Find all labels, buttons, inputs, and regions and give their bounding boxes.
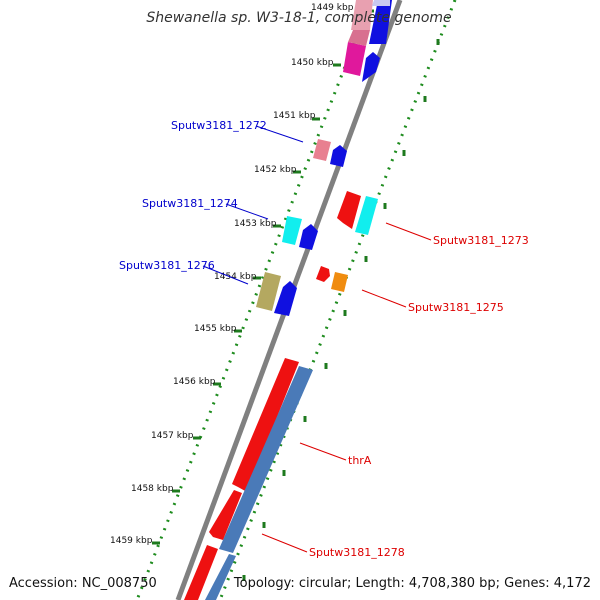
gene-steelblue-bottom bbox=[205, 554, 236, 600]
gene-label-sputw3181-1272: Sputw3181_1272 bbox=[171, 119, 267, 132]
gene-label-thra: thrA bbox=[348, 454, 372, 467]
gene-cyan-1273 bbox=[355, 196, 378, 235]
gene-red-bottom bbox=[184, 545, 218, 600]
tick-label-1457: 1457 kbp bbox=[151, 431, 194, 441]
accession-text: Accession: NC_008750 bbox=[9, 576, 157, 591]
gene-blue-1276 bbox=[274, 281, 297, 316]
tick-label-1458: 1458 kbp bbox=[131, 484, 174, 494]
tick-marks-right bbox=[242, 39, 440, 581]
map-title: Shewanella sp. W3-18-1, complete genome bbox=[146, 10, 451, 26]
gene-top-magenta bbox=[343, 42, 366, 76]
gene-top-lavender bbox=[372, 0, 390, 6]
tick-label-1454: 1454 kbp bbox=[214, 272, 257, 282]
tick-track-left bbox=[135, 0, 373, 600]
tick-label-1455: 1455 kbp bbox=[194, 324, 237, 334]
gene-steelblue-thrA bbox=[219, 366, 313, 553]
tick-label-1449: 1449 kbp bbox=[311, 3, 354, 13]
leader-lines-reverse bbox=[261, 222, 432, 553]
summary-text: Topology: circular; Length: 4,708,380 bp… bbox=[233, 576, 591, 591]
tick-label-1452: 1452 kbp bbox=[254, 165, 297, 175]
tick-label-1453: 1453 kbp bbox=[234, 219, 277, 229]
gene-red-1273 bbox=[337, 191, 361, 229]
tick-label-1450: 1450 kbp bbox=[291, 58, 334, 68]
gene-olive-1276 bbox=[256, 272, 281, 311]
gene-label-sputw3181-1276: Sputw3181_1276 bbox=[119, 259, 215, 272]
gene-blue-1274 bbox=[299, 224, 318, 250]
tick-label-1451: 1451 kbp bbox=[273, 111, 316, 121]
gene-orange-1275 bbox=[331, 272, 348, 292]
leader-lines-forward bbox=[202, 125, 304, 285]
gene-cyan-1274 bbox=[282, 216, 302, 245]
gene-label-sputw3181-1273: Sputw3181_1273 bbox=[433, 234, 529, 247]
gene-red-1275 bbox=[316, 266, 330, 282]
gene-top-blue-1 bbox=[369, 0, 392, 44]
gene-top-blue-2 bbox=[362, 52, 380, 82]
gene-blue-1272 bbox=[330, 145, 347, 167]
tick-label-1456: 1456 kbp bbox=[173, 377, 216, 387]
tick-label-1459: 1459 kbp bbox=[110, 536, 153, 546]
gene-label-sputw3181-1275: Sputw3181_1275 bbox=[408, 301, 504, 314]
tick-track-right bbox=[218, 0, 457, 600]
gene-top-pink-2 bbox=[348, 30, 370, 46]
gene-top-pink-1 bbox=[351, 0, 373, 30]
gene-label-sputw3181-1278: Sputw3181_1278 bbox=[309, 546, 405, 559]
gene-label-sputw3181-1274: Sputw3181_1274 bbox=[142, 197, 238, 210]
gene-pink-1272 bbox=[313, 139, 331, 161]
gene-red-thrA bbox=[232, 358, 299, 492]
gene-red-1278 bbox=[209, 490, 242, 540]
